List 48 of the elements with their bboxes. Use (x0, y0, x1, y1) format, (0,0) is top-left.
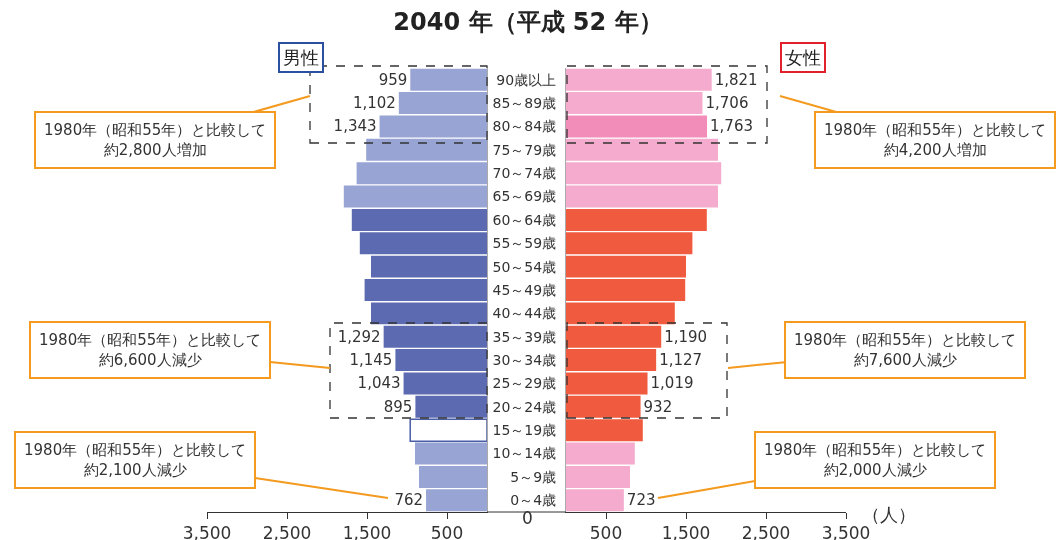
data-label: 1,019 (650, 374, 694, 393)
data-label: 723 (626, 491, 656, 510)
y-tick-label: 90歳以上 (496, 71, 557, 88)
data-label: 932 (643, 397, 673, 416)
annotation: 1980年（昭和55年）と比較して約2,000人減少 (764, 441, 987, 479)
data-label: 1,127 (659, 351, 703, 370)
annotation: 1980年（昭和55年）と比較して約4,200人増加 (824, 121, 1047, 159)
data-label: 1,763 (710, 117, 753, 136)
y-tick-label: 35～39歳 (492, 328, 557, 345)
data-label: 1,102 (352, 94, 396, 113)
y-tick-label: 70～74歳 (492, 165, 557, 182)
chart-subtitle: 男性 (283, 47, 319, 68)
chart-subtitle: 女性 (785, 47, 821, 68)
y-tick-label: 50～54歳 (492, 258, 557, 275)
data-label: 1,190 (664, 327, 708, 346)
x-tick-label: 500 (589, 523, 623, 540)
data-label: 1,706 (705, 94, 749, 113)
annotation: 1980年（昭和55年）と比較して約2,800人増加 (44, 121, 267, 159)
annotation: 1980年（昭和55年）と比較して約2,100人減少 (24, 441, 247, 479)
y-tick-label: 85～89歳 (492, 94, 557, 111)
data-label: 959 (378, 70, 408, 89)
y-tick-label: 10～14歳 (492, 445, 557, 462)
y-tick-label: 75～79歳 (492, 141, 557, 158)
annotation: 1980年（昭和55年）と比較して約6,600人減少 (39, 331, 262, 369)
data-label: 1,343 (333, 117, 377, 136)
y-tick-label: 25～29歳 (492, 375, 557, 392)
y-tick-label: 15～19歳 (492, 422, 557, 439)
data-label: 1,821 (714, 70, 758, 89)
data-label: 1,292 (337, 327, 381, 346)
y-tick-label: 80～84歳 (492, 118, 557, 135)
x-tick-label: 500 (430, 523, 464, 540)
data-label: 1,145 (349, 351, 393, 370)
text: 0 (522, 508, 533, 528)
x-axis-title: （人） (862, 504, 916, 525)
y-tick-label: 5～9歳 (510, 468, 557, 485)
y-tick-label: 55～59歳 (492, 235, 557, 252)
data-label: 895 (383, 397, 413, 416)
y-tick-label: 0～4歳 (510, 492, 557, 509)
y-tick-label: 45～49歳 (492, 281, 557, 298)
y-tick-label: 60～64歳 (492, 211, 557, 228)
data-label: 1,043 (357, 374, 401, 393)
y-tick-label: 30～34歳 (492, 352, 557, 369)
y-tick-label: 20～24歳 (492, 398, 557, 415)
y-tick-label: 65～69歳 (492, 188, 557, 205)
chart-title: 2040 年（平成 52 年） (393, 8, 663, 37)
annotation: 1980年（昭和55年）と比較して約7,600人減少 (794, 331, 1017, 369)
data-label: 762 (394, 491, 424, 510)
y-tick-label: 40～44歳 (492, 305, 557, 322)
